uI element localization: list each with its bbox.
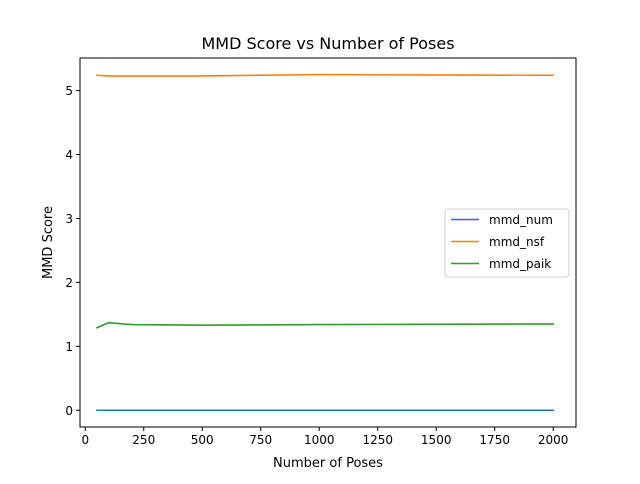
x-tick-label: 1250 bbox=[362, 433, 393, 447]
legend-label: mmd_nsf bbox=[489, 235, 545, 249]
plot-frame bbox=[79, 57, 577, 428]
x-tick-label: 1000 bbox=[304, 433, 335, 447]
x-axis-label: Number of Poses bbox=[273, 456, 383, 471]
y-tick-label: 3 bbox=[65, 212, 73, 226]
legend-label: mmd_num bbox=[489, 213, 553, 227]
x-tick-label: 1750 bbox=[479, 433, 510, 447]
plot-lines bbox=[95, 73, 554, 412]
x-tick-label: 2000 bbox=[538, 433, 569, 447]
y-tick-label: 0 bbox=[65, 404, 73, 418]
legend-box bbox=[444, 208, 570, 278]
y-tick-label: 5 bbox=[65, 84, 73, 98]
y-tick-label: 4 bbox=[65, 148, 73, 162]
y-axis-ticks: 0 1 2 3 4 5 bbox=[65, 84, 80, 418]
legend-label: mmd_paik bbox=[489, 257, 551, 271]
x-tick-label: 500 bbox=[191, 433, 214, 447]
x-tick-label: 0 bbox=[81, 433, 89, 447]
y-tick-label: 2 bbox=[65, 276, 73, 290]
series-line-mmd-paik bbox=[95, 321, 554, 329]
legend: mmd_num mmd_nsf mmd_paik bbox=[444, 208, 570, 278]
chart-title: MMD Score vs Number of Poses bbox=[201, 34, 454, 53]
y-axis-label: MMD Score bbox=[41, 206, 56, 279]
series-line-mmd-nsf bbox=[96, 73, 554, 77]
x-axis-ticks: 0 250 500 750 1000 1250 1500 1750 2000 bbox=[81, 427, 568, 447]
x-tick-label: 750 bbox=[249, 433, 272, 447]
x-tick-label: 1500 bbox=[421, 433, 452, 447]
y-tick-label: 1 bbox=[65, 340, 73, 354]
x-tick-label: 250 bbox=[132, 433, 155, 447]
